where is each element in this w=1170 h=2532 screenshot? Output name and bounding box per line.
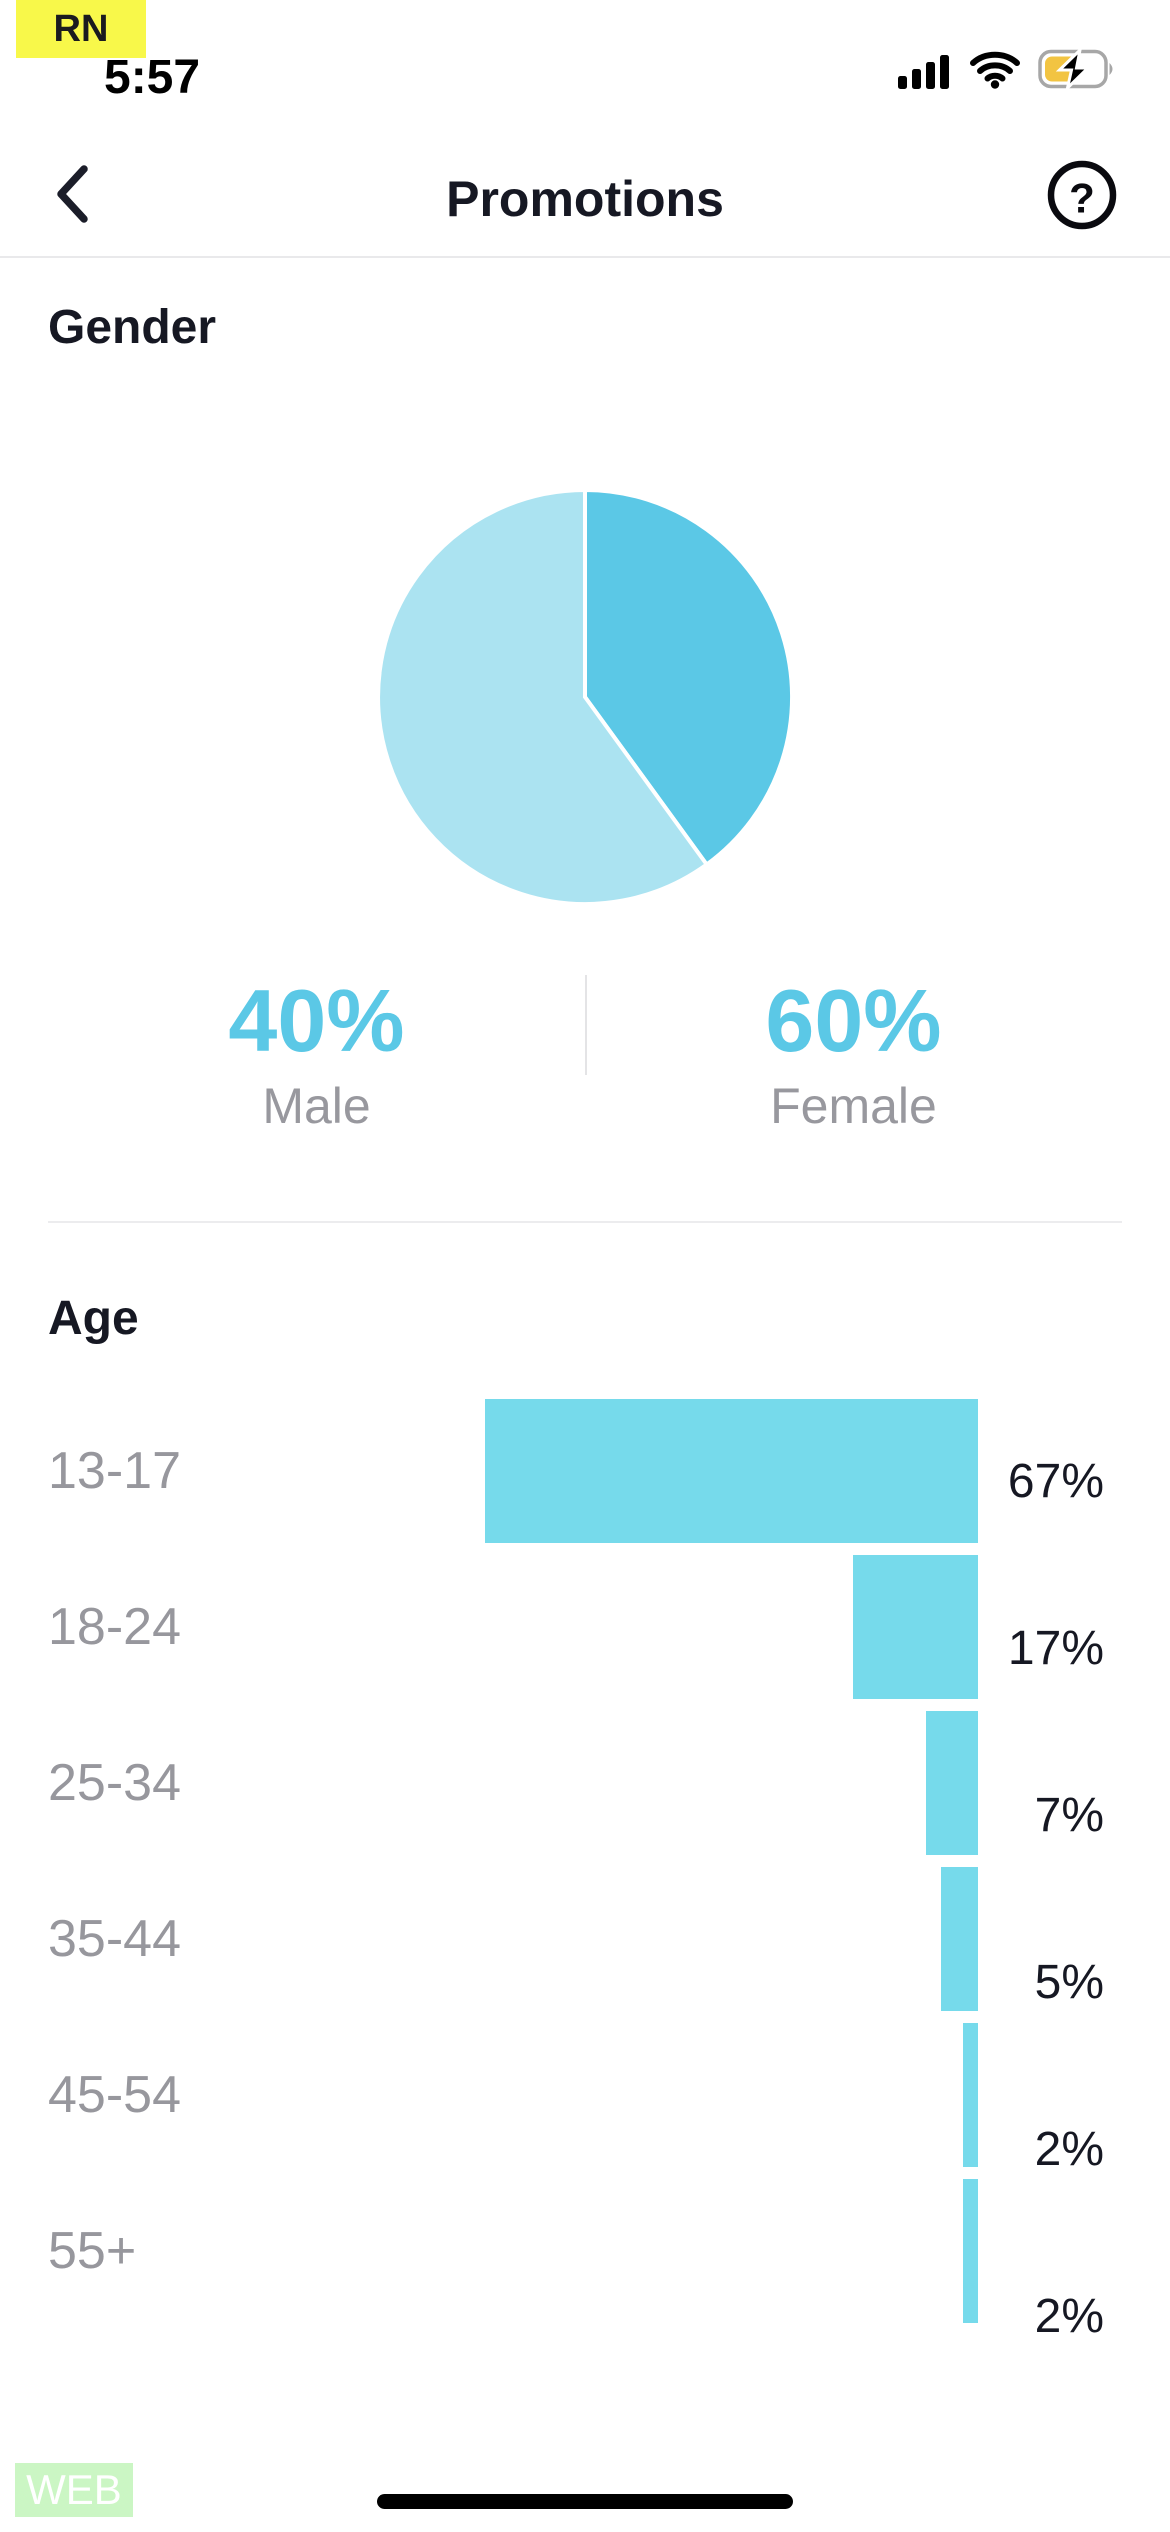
age-group-label: 35-44 — [48, 1910, 181, 1968]
status-icons — [898, 45, 1118, 94]
age-row-18-24: 18-24 — [0, 1555, 1170, 1699]
gender-section-heading: Gender — [48, 301, 217, 354]
pie-slice-male — [583, 487, 794, 868]
chevron-left-icon — [53, 163, 91, 230]
age-percent-label: 5% — [1034, 1956, 1104, 2009]
age-bar — [963, 2023, 978, 2167]
help-button[interactable]: ? — [1044, 159, 1120, 235]
svg-text:?: ? — [1069, 174, 1095, 221]
web-platform-badge: WEB — [15, 2463, 133, 2517]
age-bar — [926, 1711, 978, 1855]
back-button[interactable] — [50, 162, 94, 230]
battery-charging-icon — [1038, 45, 1118, 94]
cellular-signal-icon — [898, 51, 952, 94]
age-percent-label: 2% — [1034, 2290, 1104, 2343]
age-percent-label: 67% — [1007, 1455, 1104, 1508]
male-stat: 40% Male — [48, 975, 585, 1175]
female-stat: 60% Female — [585, 975, 1122, 1175]
header-divider — [0, 256, 1170, 258]
female-label: Female — [770, 1078, 937, 1134]
male-percent-value: 40% — [228, 971, 405, 1070]
dev-environment-badge-label: RN — [53, 7, 109, 50]
age-bar — [963, 2179, 978, 2323]
male-label: Male — [262, 1078, 371, 1134]
gender-pie-chart-wrap — [375, 487, 795, 907]
dev-environment-badge: RN — [16, 0, 146, 58]
age-row-45-54: 45-54 — [0, 2023, 1170, 2167]
age-row-25-34: 25-34 — [0, 1711, 1170, 1855]
pie-slice-female — [376, 487, 710, 906]
age-bar — [485, 1399, 978, 1543]
age-group-label: 55+ — [48, 2222, 137, 2280]
home-indicator[interactable] — [377, 2494, 793, 2509]
age-row-13-17: 13-17 — [0, 1399, 1170, 1543]
page-title: Promotions — [446, 171, 724, 227]
age-group-label: 18-24 — [48, 1598, 181, 1656]
question-mark-circle-icon: ? — [1044, 157, 1120, 238]
stats-vertical-divider — [585, 975, 587, 1075]
age-group-label: 25-34 — [48, 1754, 181, 1812]
section-divider — [48, 1221, 1122, 1223]
gender-pie-chart — [376, 487, 794, 906]
gender-stats-row: 40% Male 60% Female — [48, 975, 1122, 1175]
age-bar — [853, 1555, 978, 1699]
age-group-label: 45-54 — [48, 2066, 181, 2124]
age-section-heading: Age — [48, 1292, 139, 1345]
age-percent-label: 17% — [1007, 1622, 1104, 1675]
wifi-icon — [970, 51, 1020, 94]
age-percent-label: 7% — [1034, 1789, 1104, 1842]
female-percent-value: 60% — [765, 971, 942, 1070]
web-platform-badge-label: WEB — [26, 2466, 122, 2513]
age-row-55+: 55+ — [0, 2179, 1170, 2323]
age-bar — [941, 1867, 978, 2011]
status-time: 5:57 — [104, 51, 201, 104]
age-group-label: 13-17 — [48, 1442, 181, 1500]
age-percent-label: 2% — [1034, 2123, 1104, 2176]
age-row-35-44: 35-44 — [0, 1867, 1170, 2011]
age-bar-chart: 13-17 67% 18-24 17% 25-34 7% 35-44 5% 45-54 2% 55+… — [0, 1399, 1170, 2359]
